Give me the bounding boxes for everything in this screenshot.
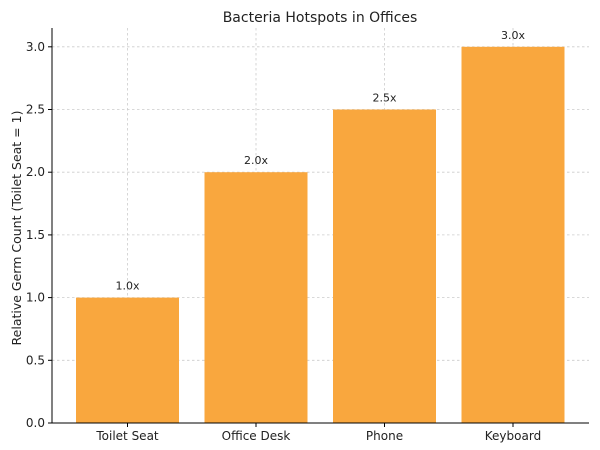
bar-keyboard bbox=[461, 46, 565, 424]
data-label: 2.5x bbox=[372, 92, 396, 105]
y-tick-label: 2.0 bbox=[26, 165, 45, 179]
y-axis-label: Relative Germ Count (Toilet Seat = 1) bbox=[9, 111, 24, 346]
x-tick-label: Toilet Seat bbox=[95, 429, 159, 443]
x-tick-label: Office Desk bbox=[222, 429, 291, 443]
data-label: 2.0x bbox=[244, 154, 268, 167]
y-tick-label: 1.0 bbox=[26, 291, 45, 305]
y-tick-label: 0.5 bbox=[26, 353, 45, 367]
y-tick-label: 0.0 bbox=[26, 416, 45, 430]
bar-office-desk bbox=[204, 172, 308, 423]
axes: 0.0 0.5 1.0 1.5 2.0 2.5 3.0 Toilet Seat Office D… bbox=[26, 28, 589, 443]
labels: 1.0x 2.0x 2.5x 3.0x bbox=[115, 29, 525, 293]
data-label: 1.0x bbox=[115, 280, 139, 293]
bar-toilet-seat bbox=[76, 297, 179, 423]
bars bbox=[76, 46, 565, 424]
bar-phone bbox=[333, 109, 436, 423]
x-tick-label: Keyboard bbox=[485, 429, 541, 443]
x-tick-label: Phone bbox=[366, 429, 403, 443]
y-tick-label: 3.0 bbox=[26, 40, 45, 54]
y-tick-label: 2.5 bbox=[26, 103, 45, 117]
data-label: 3.0x bbox=[501, 29, 525, 42]
chart-title: Bacteria Hotspots in Offices bbox=[223, 10, 418, 26]
y-tick-label: 1.5 bbox=[26, 228, 45, 242]
